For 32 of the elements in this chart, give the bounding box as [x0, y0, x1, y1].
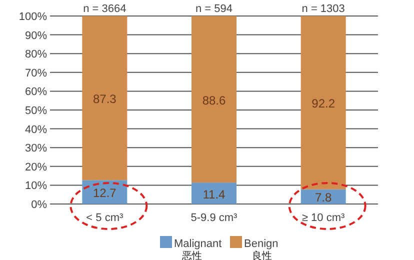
y-tick-label: 50% [24, 105, 48, 117]
bar [300, 189, 346, 204]
text: 恶性 [181, 250, 202, 260]
legend-label: Malignant [174, 238, 222, 250]
data-label: 87.3 [92, 92, 117, 106]
data-label: 11.4 [202, 187, 226, 202]
annotation: n = 1303 [302, 3, 345, 15]
data-label: 92.2 [312, 96, 336, 111]
y-tick-label: 0% [31, 199, 48, 211]
annotation: n = 594 [195, 3, 233, 15]
y-tick-label: 60% [24, 86, 48, 98]
y-tick-label: 10% [24, 180, 48, 192]
y-tick-label: 40% [24, 124, 48, 136]
y-tick-label: 90% [24, 30, 48, 42]
annotation: n = 3664 [83, 3, 126, 15]
bar [192, 182, 236, 204]
text: 良性 [252, 250, 272, 260]
legend-label: Benign [244, 238, 278, 250]
data-label: 7.8 [314, 190, 332, 205]
data-label: 12.7 [92, 186, 117, 200]
x-tick-label: < 5 cm³ [86, 212, 124, 224]
y-tick-label: 30% [24, 142, 48, 155]
bar [82, 16, 128, 180]
bar [300, 16, 346, 190]
y-tick-label: 80% [24, 48, 48, 61]
y-tick-label: 100% [18, 11, 48, 23]
bar [192, 16, 236, 183]
data-label: 88.6 [202, 93, 226, 108]
x-tick-label: 5-9.9 cm³ [190, 212, 238, 224]
y-tick-label: 70% [24, 67, 48, 80]
x-tick-label: ≥ 10 cm³ [302, 212, 346, 224]
y-tick-label: 20% [24, 161, 48, 174]
